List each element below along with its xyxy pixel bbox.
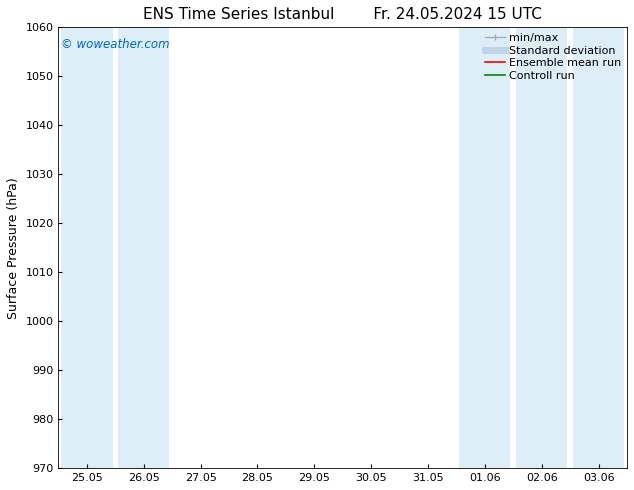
Legend: min/max, Standard deviation, Ensemble mean run, Controll run: min/max, Standard deviation, Ensemble me… [482,30,624,83]
Bar [61,27,112,468]
Bar [459,27,510,468]
Y-axis label: Surface Pressure (hPa): Surface Pressure (hPa) [7,177,20,318]
Bar [573,27,624,468]
Title: ENS Time Series Istanbul        Fr. 24.05.2024 15 UTC: ENS Time Series Istanbul Fr. 24.05.2024 … [143,7,542,22]
Bar [118,27,169,468]
Text: © woweather.com: © woweather.com [61,38,170,51]
Bar [516,27,567,468]
